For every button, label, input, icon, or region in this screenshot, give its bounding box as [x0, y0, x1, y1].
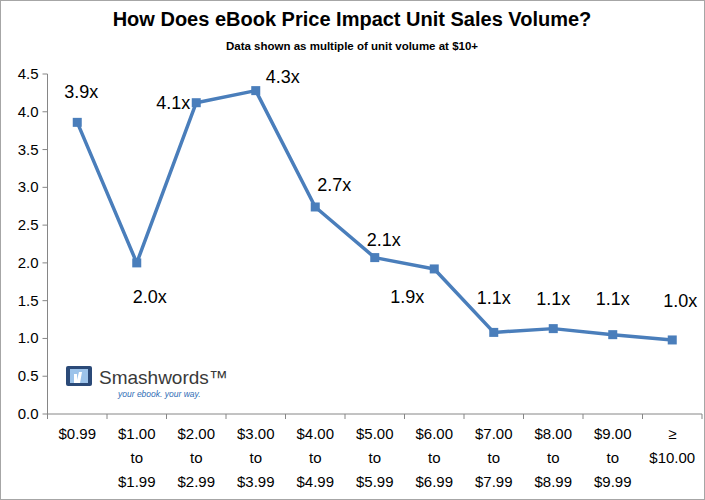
x-tick-label: $7.00to$7.99: [475, 425, 513, 490]
chart: How Does eBook Price Impact Unit Sales V…: [0, 0, 705, 500]
x-tick-label: $9.00to$9.99: [594, 425, 632, 490]
y-tick: [43, 262, 48, 263]
y-tick: [43, 187, 48, 188]
y-tick: [43, 111, 48, 112]
data-label: 3.9x: [64, 82, 98, 102]
y-tick-label: 4.0: [18, 103, 39, 120]
x-tick: [226, 414, 227, 419]
y-tick-label: 2.5: [18, 216, 39, 233]
y-tick: [43, 300, 48, 301]
x-tick-label: $0.99: [58, 425, 96, 442]
x-tick: [107, 414, 108, 419]
x-tick-label: $6.00to$6.99: [415, 425, 453, 490]
y-tick-label: 0.5: [18, 367, 39, 384]
x-tick: [404, 414, 405, 419]
x-tick-label: $8.00to$8.99: [534, 425, 572, 490]
logo: Smashwords™your ebook. your way.: [66, 366, 228, 399]
logo-icon: [70, 369, 88, 383]
y-tick: [43, 414, 48, 415]
y-tick: [43, 74, 48, 75]
marker: [608, 330, 617, 339]
data-label: 2.0x: [133, 287, 167, 307]
x-tick: [642, 414, 643, 419]
data-label: 1.1x: [477, 288, 511, 308]
data-label: 1.1x: [536, 289, 570, 309]
marker: [73, 118, 82, 127]
x-tick: [583, 414, 584, 419]
x-tick: [166, 414, 167, 419]
x-tick-label: ≥$10.00: [649, 425, 695, 466]
y-tick-label: 0.0: [18, 405, 39, 422]
data-label: 1.1x: [596, 289, 630, 309]
marker: [132, 258, 141, 267]
y-tick-label: 3.5: [18, 141, 39, 158]
y-tick-label: 2.0: [18, 254, 39, 271]
marker: [430, 264, 439, 273]
x-tick: [702, 414, 703, 419]
data-label: 4.1x: [156, 93, 190, 113]
chart-border: [1, 1, 705, 500]
logo-tagline: your ebook. your way.: [117, 389, 201, 399]
series-group: [73, 86, 677, 344]
x-tick-label: $1.00to$1.99: [118, 425, 156, 490]
x-tick: [523, 414, 524, 419]
y-tick-label: 4.5: [18, 65, 39, 82]
y-tick: [43, 225, 48, 226]
x-tick-label: $2.00to$2.99: [177, 425, 215, 490]
marker: [251, 86, 260, 95]
marker: [549, 324, 558, 333]
subtitle: Data shown as multiple of unit volume at…: [226, 40, 478, 52]
x-tick: [285, 414, 286, 419]
y-tick-label: 1.5: [18, 292, 39, 309]
logo-text: Smashwords™: [99, 367, 228, 388]
x-tick: [47, 414, 48, 419]
logo-icon: [74, 372, 82, 383]
x-tick: [464, 414, 465, 419]
marker: [489, 328, 498, 337]
data-label: 2.7x: [317, 175, 351, 195]
y-axis: [47, 74, 48, 414]
y-tick-label: 3.0: [18, 178, 39, 195]
data-label: 4.3x: [266, 67, 300, 87]
x-tick-label: $3.00to$3.99: [237, 425, 275, 490]
data-label: 1.0x: [663, 291, 697, 311]
marker: [370, 253, 379, 262]
marker: [668, 335, 677, 344]
logo-icon: [66, 366, 92, 386]
marker: [311, 202, 320, 211]
x-tick-label: $5.00to$5.99: [356, 425, 394, 490]
x-tick-label: $4.00to$4.99: [296, 425, 334, 490]
y-tick-label: 1.0: [18, 329, 39, 346]
data-label: 1.9x: [390, 287, 424, 307]
y-tick: [43, 149, 48, 150]
y-tick: [43, 376, 48, 377]
x-tick: [345, 414, 346, 419]
data-label: 2.1x: [367, 230, 401, 250]
y-tick: [43, 338, 48, 339]
marker: [192, 98, 201, 107]
x-axis: [48, 414, 703, 415]
title: How Does eBook Price Impact Unit Sales V…: [113, 8, 592, 30]
series-line: [77, 91, 672, 340]
